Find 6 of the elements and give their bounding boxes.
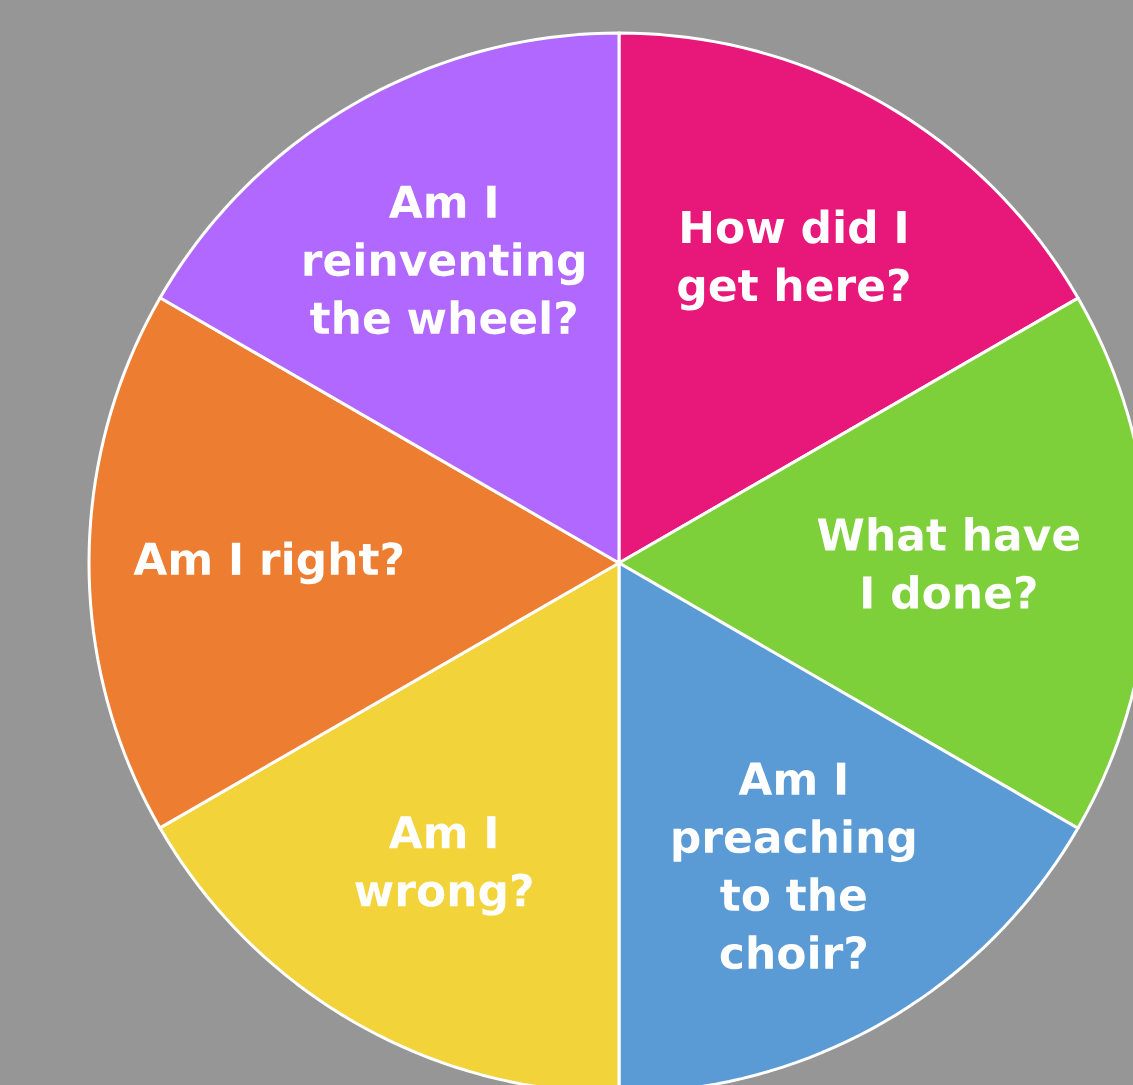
slice-label: Am I wrong?	[355, 816, 532, 916]
slice-label: Am I reinventing the wheel?	[304, 185, 584, 335]
slice-label: Am I right?	[133, 541, 403, 585]
slice-label: What have I done?	[817, 517, 1080, 610]
slice-label: Am I preaching to the choir?	[673, 762, 915, 970]
slice-label: How did I get here?	[678, 209, 909, 311]
